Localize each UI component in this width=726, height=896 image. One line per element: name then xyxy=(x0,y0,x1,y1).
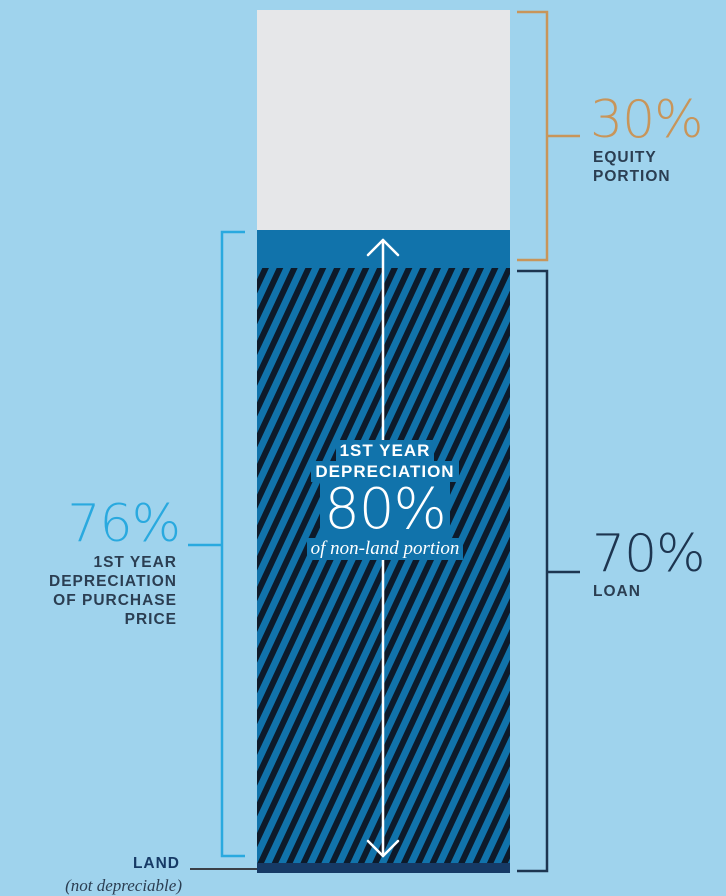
center-caption-line2: DEPRECIATION xyxy=(311,461,459,482)
equity-caption: EQUITY PORTION xyxy=(593,148,671,186)
purchase-caption-line4: PRICE xyxy=(124,611,177,628)
center-subtext: of non-land portion xyxy=(306,538,464,560)
purchase-caption-line3: OF PURCHASE xyxy=(53,592,177,609)
equity-caption-line1: EQUITY xyxy=(593,149,657,166)
purchase-depreciation-percent: 76% xyxy=(67,494,181,554)
purchase-caption-line1: 1ST YEAR xyxy=(93,554,177,571)
equity-caption-line2: PORTION xyxy=(593,168,671,185)
loan-caption: LOAN xyxy=(593,583,641,600)
equity-bracket xyxy=(517,10,580,262)
purchase-bracket xyxy=(188,230,245,858)
land-sublabel: (not depreciable) xyxy=(65,876,182,895)
loan-percent: 70% xyxy=(592,524,706,584)
purchase-caption-line2: DEPRECIATION xyxy=(49,573,177,590)
center-percent: 80% xyxy=(320,482,450,538)
center-depreciation-badge: 1ST YEAR DEPRECIATION 80% of non-land po… xyxy=(290,440,480,560)
equity-portion-block xyxy=(257,10,510,230)
loan-bracket xyxy=(517,269,580,873)
purchase-depreciation-caption: 1ST YEAR DEPRECIATION OF PURCHASE PRICE xyxy=(0,553,177,629)
center-caption-line1: 1ST YEAR xyxy=(335,440,435,461)
equity-percent: 30% xyxy=(590,90,704,150)
land-label: LAND xyxy=(132,855,180,872)
land-block xyxy=(257,863,510,873)
